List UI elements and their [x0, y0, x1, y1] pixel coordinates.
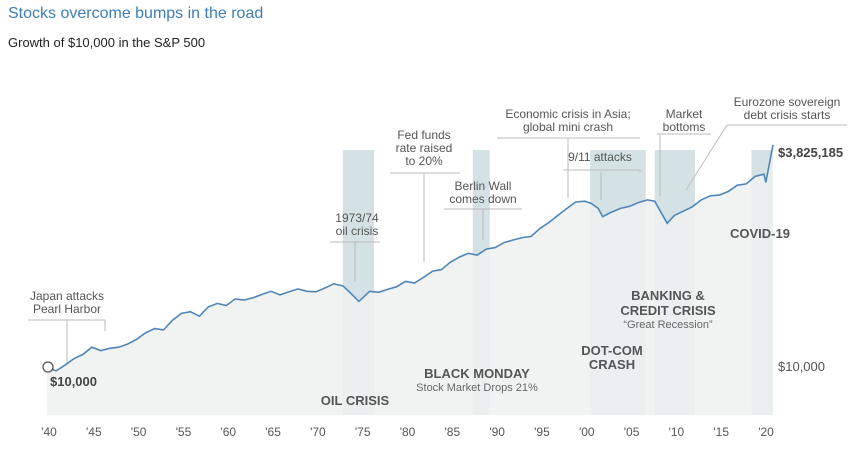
crisis-label-black-monday: BLACK MONDAY [424, 366, 530, 381]
annotation-leaders [28, 124, 847, 364]
x-tick-05: '05 [624, 425, 640, 439]
annotation-4-line-0: Economic crisis in Asia; [505, 107, 630, 121]
annotation-leader-0 [28, 319, 106, 331]
annotation-0-line-0: Japan attacks [30, 289, 104, 303]
x-tick-90: '90 [489, 425, 505, 439]
annotation-7-line-0: Eurozone sovereign [734, 95, 841, 109]
annotation-6-line-1: bottoms [663, 120, 706, 134]
x-tick-60: '60 [220, 425, 236, 439]
end-value-label: $3,825,185 [778, 145, 843, 160]
start-marker [42, 361, 54, 373]
x-tick-65: '65 [265, 425, 281, 439]
annotation-1-line-0: 1973/74 [335, 211, 379, 225]
x-tick-50: '50 [131, 425, 147, 439]
crisis-sublabel-banking: “Great Recession” [623, 319, 713, 331]
crisis-label-oil: OIL CRISIS [321, 393, 390, 408]
annotation-5-line-0: 9/11 attacks [568, 150, 632, 164]
start-value-label: $10,000 [50, 374, 97, 389]
x-tick-40: '40 [41, 425, 57, 439]
annotation-2-line-2: to 20% [405, 154, 443, 168]
x-tick-20: '20 [758, 425, 774, 439]
annotation-6-line-0: Market [666, 107, 703, 121]
growth-line [46, 144, 774, 372]
crisis-sublabel-black-monday: Stock Market Drops 21% [416, 382, 538, 394]
growth-area-fill [47, 145, 773, 415]
x-tick-70: '70 [310, 425, 326, 439]
x-tick-55: '55 [176, 425, 192, 439]
annotation-leader-7 [685, 124, 728, 191]
annotation-7-line-1: debt crisis starts [744, 108, 831, 122]
x-axis-ticks: '40 '45 '50 '55 '60 '65 '70 '75 '80 '85 '90 '95 '00 '… [41, 425, 774, 439]
x-tick-45: '45 [86, 425, 102, 439]
x-tick-75: '75 [355, 425, 371, 439]
x-tick-10: '10 [669, 425, 685, 439]
chart-title: Stocks overcome bumps in the road [8, 5, 264, 22]
y-axis-label: $10,000 [778, 359, 825, 374]
crisis-label-dotcom-2: CRASH [589, 357, 635, 372]
annotation-3-line-0: Berlin Wall [455, 179, 512, 193]
x-tick-00: '00 [579, 425, 595, 439]
annotation-leader-5 [563, 169, 641, 172]
x-tick-80: '80 [400, 425, 416, 439]
crisis-label-dotcom-1: DOT-COM [581, 343, 642, 358]
crisis-label-banking-1: BANKING & [631, 288, 705, 303]
annotation-0-line-1: Pearl Harbor [33, 302, 101, 316]
annotation-3-line-1: comes down [449, 192, 516, 206]
crisis-label-banking-2: CREDIT CRISIS [620, 303, 716, 318]
annotation-2-line-1: rate raised [396, 141, 453, 155]
x-tick-95: '95 [534, 425, 550, 439]
x-tick-85: '85 [445, 425, 461, 439]
annotation-1-line-1: oil crisis [336, 224, 379, 238]
annotation-4-line-1: global mini crash [523, 120, 613, 134]
crisis-label-covid: COVID-19 [730, 226, 790, 241]
x-tick-15: '15 [713, 425, 729, 439]
chart-subtitle: Growth of $10,000 in the S&P 500 [8, 35, 206, 50]
annotation-2-line-0: Fed funds [397, 128, 450, 142]
